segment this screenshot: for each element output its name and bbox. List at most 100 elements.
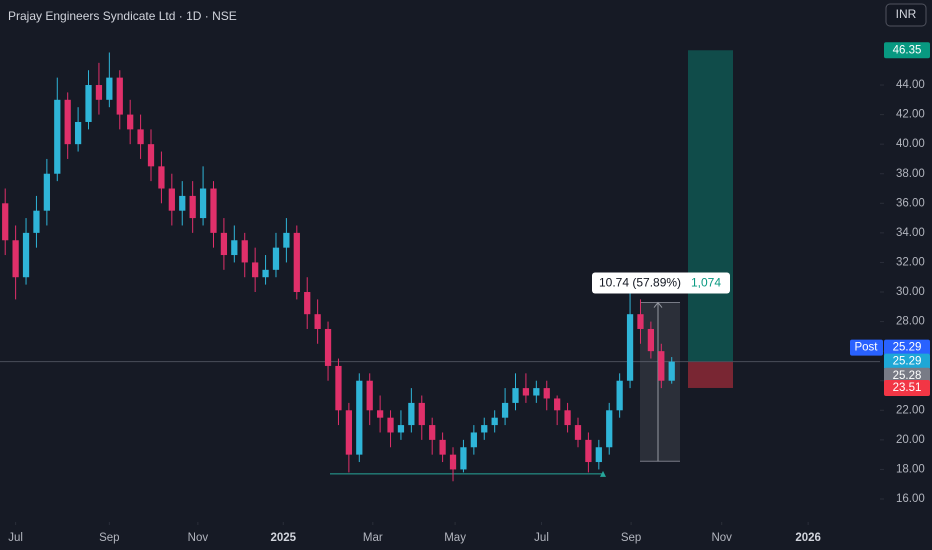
candle-body xyxy=(95,85,103,100)
candle-body xyxy=(658,351,665,381)
candle-body xyxy=(262,269,269,278)
candle-body xyxy=(314,314,321,329)
candle-body xyxy=(304,292,311,315)
candle-body xyxy=(585,439,592,463)
x-tick-label: 2025 xyxy=(270,532,296,544)
candle-body xyxy=(533,388,540,396)
y-tick-label: 40.00 xyxy=(896,138,925,150)
candle-body xyxy=(106,77,113,100)
candle-body xyxy=(470,432,477,448)
candle-body xyxy=(626,314,634,381)
candle-body xyxy=(127,114,134,130)
candle-body xyxy=(147,144,155,167)
candle-body xyxy=(501,402,509,418)
y-tick-label: 36.00 xyxy=(896,197,925,209)
candle-body xyxy=(272,247,280,270)
price-label-box xyxy=(884,367,930,384)
candle-body xyxy=(616,380,623,411)
price-label: 46.35 xyxy=(893,44,922,56)
candle-body xyxy=(397,425,405,433)
candle-body xyxy=(2,203,9,241)
candle-body xyxy=(33,210,40,233)
candle-body xyxy=(574,425,582,440)
candle-body xyxy=(179,195,186,211)
y-tick-label: 34.00 xyxy=(896,227,925,239)
candle-body xyxy=(158,166,165,189)
candle-body xyxy=(74,121,82,145)
candle-body xyxy=(668,361,675,381)
price-label: 25.29 xyxy=(893,356,922,368)
candle-body xyxy=(637,314,644,329)
candle-body xyxy=(54,99,61,174)
candle-body xyxy=(429,425,436,440)
chart-title: Prajay Engineers Syndicate Ltd · 1D · NS… xyxy=(8,9,237,23)
measure-label-box xyxy=(592,272,730,294)
x-tick-label: Mar xyxy=(363,532,383,544)
stop-zone xyxy=(688,361,733,388)
y-tick-label: 28.00 xyxy=(896,316,925,328)
candle-body xyxy=(522,388,530,396)
candle-body xyxy=(512,388,519,403)
candle-body xyxy=(606,410,613,448)
candle-body xyxy=(418,402,425,426)
measure-arrow-head xyxy=(653,301,663,308)
currency-label[interactable]: INR xyxy=(896,7,917,21)
price-tag-box xyxy=(850,339,883,356)
y-tick-label: 16.00 xyxy=(896,493,925,505)
price-label: 25.29 xyxy=(893,342,922,354)
price-label-box xyxy=(884,379,930,396)
x-tick-label: Jul xyxy=(534,532,549,544)
candle-body xyxy=(231,240,238,256)
measure-bars: 1,074 xyxy=(691,276,721,290)
price-label: 25.28 xyxy=(893,370,922,382)
candle-body xyxy=(595,447,602,463)
x-tick-label: Nov xyxy=(711,532,732,544)
y-tick-label: 44.00 xyxy=(896,79,925,91)
candle-body xyxy=(387,417,394,433)
y-tick-label: 20.00 xyxy=(896,434,925,446)
candle-body xyxy=(252,262,259,278)
y-tick-label: 22.00 xyxy=(896,404,925,416)
price-label-box xyxy=(884,42,930,59)
price-label: 23.51 xyxy=(893,382,922,394)
measure-change: 10.74 (57.89%) xyxy=(599,276,681,290)
x-tick-label: Sep xyxy=(99,532,119,544)
candle-body xyxy=(356,380,363,455)
candle-body xyxy=(12,240,19,278)
candle-body xyxy=(564,410,571,426)
y-tick-label: 42.00 xyxy=(896,109,925,121)
price-label-box xyxy=(884,339,930,356)
candle-body xyxy=(283,232,290,248)
candle-body xyxy=(168,188,175,211)
candle-body xyxy=(220,232,228,256)
price-tag: Post xyxy=(854,342,878,354)
y-tick-label: 18.00 xyxy=(896,463,925,475)
candle-body xyxy=(481,425,488,433)
candle-body xyxy=(408,402,415,426)
candle-body xyxy=(22,232,30,278)
candle-body xyxy=(43,173,50,211)
candle-body xyxy=(366,380,373,411)
x-tick-label: 2026 xyxy=(795,532,821,544)
y-tick-label: 30.00 xyxy=(896,286,925,298)
candle-body xyxy=(554,398,561,411)
candle-body xyxy=(543,388,550,399)
candle-body xyxy=(491,417,498,426)
x-tick-label: May xyxy=(444,532,466,544)
candle-body xyxy=(345,410,352,455)
signal-marker xyxy=(600,470,606,477)
currency-button[interactable] xyxy=(885,3,927,27)
candle-body xyxy=(116,77,123,115)
candle-body xyxy=(335,365,342,411)
candle-body xyxy=(647,328,655,352)
y-tick-label: 32.00 xyxy=(896,256,925,268)
candle-body xyxy=(64,99,71,145)
candle-body xyxy=(293,232,300,293)
target-zone xyxy=(688,50,733,362)
candle-body xyxy=(210,188,217,233)
x-tick-label: Jul xyxy=(8,532,23,544)
x-tick-label: Sep xyxy=(621,532,641,544)
candle-body xyxy=(324,328,332,366)
candle-body xyxy=(85,85,92,122)
